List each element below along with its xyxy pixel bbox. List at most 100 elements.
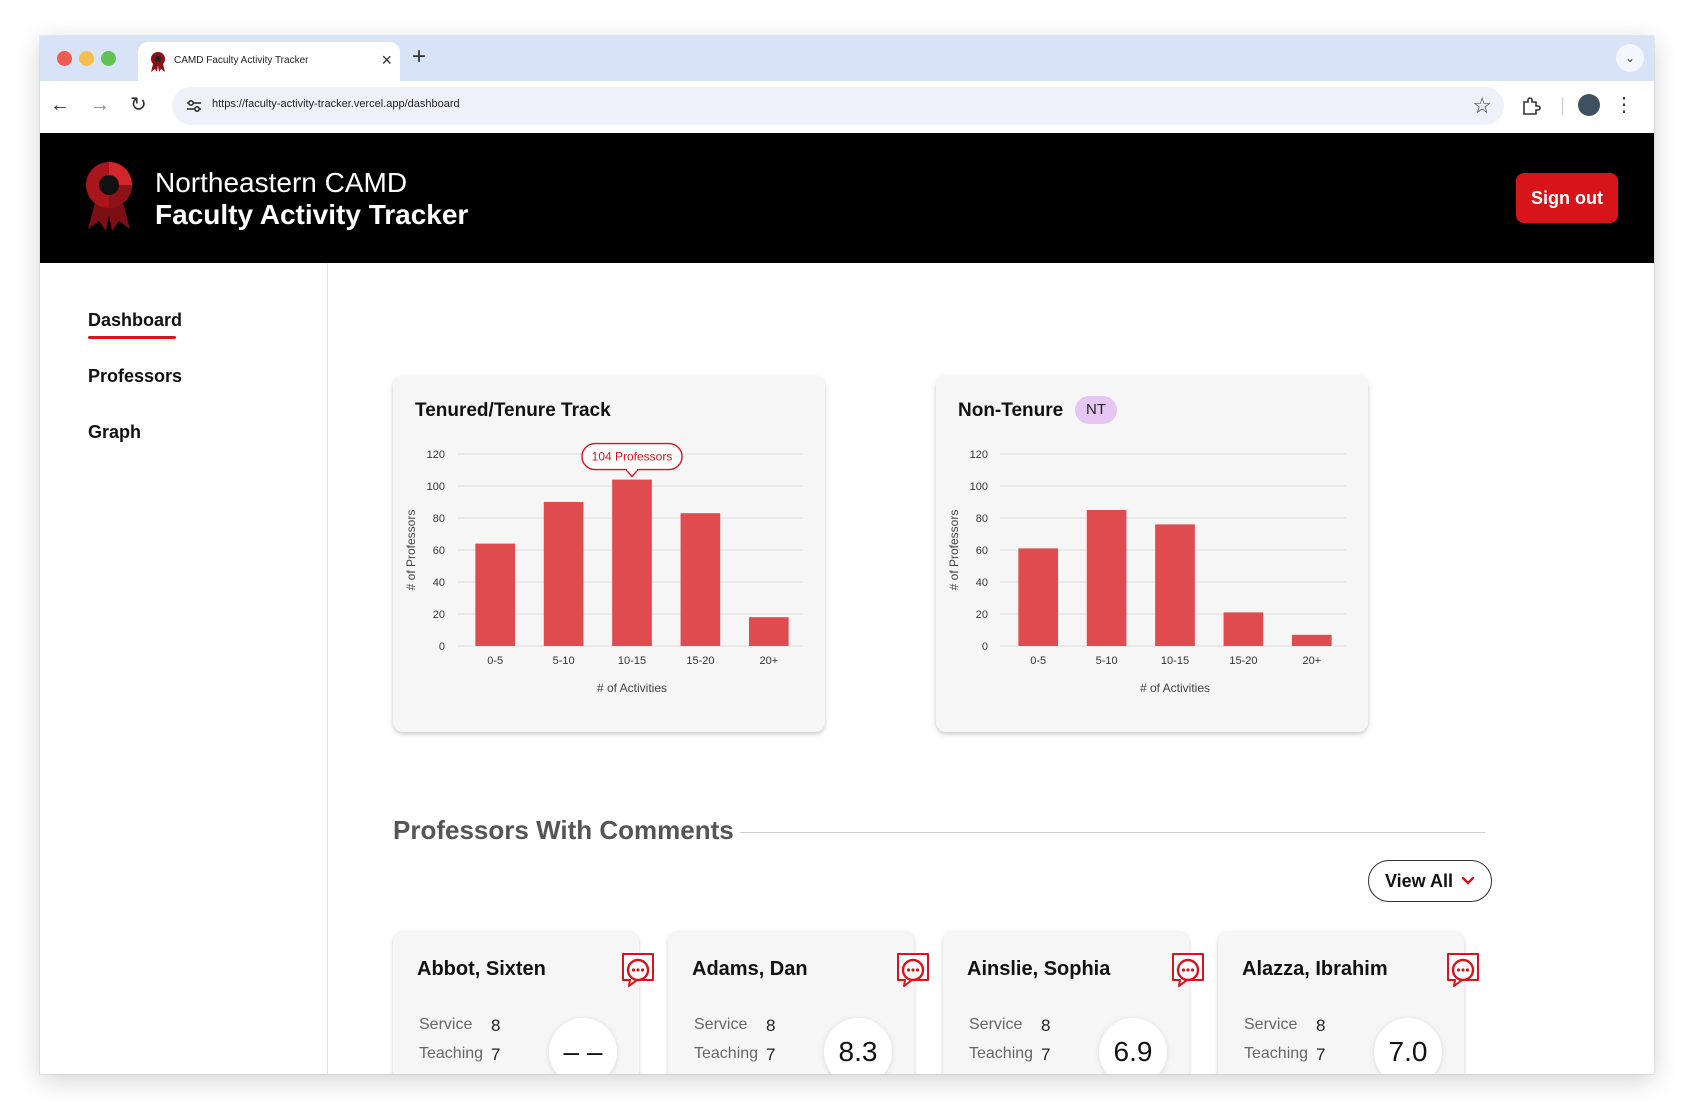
nt-badge: NT xyxy=(1075,396,1117,424)
bar xyxy=(612,479,652,646)
bookmark-star-icon[interactable]: ☆ xyxy=(1472,93,1492,118)
tab-search-chevron-icon[interactable]: ⌄ xyxy=(1616,44,1644,72)
y-tick-label: 60 xyxy=(433,545,445,557)
y-tick-label: 0 xyxy=(982,641,988,653)
x-tick-label: 5-10 xyxy=(553,655,575,667)
professor-name: Abbot, Sixten xyxy=(417,958,546,980)
active-nav-indicator xyxy=(88,336,176,339)
close-window-button[interactable] xyxy=(57,51,72,66)
tenured-bar-chart: 0 20 40 60 80 100 120 0-5 5-10 10-15 104 Professor… xyxy=(404,442,803,695)
service-label: Service xyxy=(969,1016,1023,1033)
teaching-value: 7 xyxy=(766,1045,776,1064)
y-axis-label: # of Professors xyxy=(947,510,961,591)
bar xyxy=(475,543,516,646)
score-badge: – – xyxy=(549,1018,617,1074)
profile-avatar[interactable] xyxy=(1578,94,1600,116)
brand-title-line1: Northeastern CAMD xyxy=(155,167,408,198)
app-header: Northeastern CAMD Faculty Activity Track… xyxy=(40,133,1654,263)
professor-card[interactable]: Abbot, Sixten Service 8 Teaching 7 – – xyxy=(393,932,654,1074)
close-tab-icon[interactable]: × xyxy=(381,50,392,70)
url-text: https://faculty-activity-tracker.vercel.… xyxy=(212,98,460,110)
bar xyxy=(1291,634,1332,646)
professor-card[interactable]: Alazza, Ibrahim Service 8 Teaching 7 7.0 xyxy=(1218,932,1479,1074)
comment-bubble-icon[interactable] xyxy=(1444,950,1482,988)
service-value: 8 xyxy=(766,1016,776,1035)
site-settings-icon[interactable] xyxy=(184,96,204,116)
browser-tab[interactable]: CAMD Faculty Activity Tracker × xyxy=(138,42,400,81)
back-arrow-icon[interactable]: ← xyxy=(50,94,70,116)
y-tick-label: 120 xyxy=(970,449,988,461)
y-tick-label: 40 xyxy=(433,577,445,589)
sidebar-item-professors[interactable]: Professors xyxy=(88,366,183,386)
professor-card[interactable]: Ainslie, Sophia Service 8 Teaching 7 6.9 xyxy=(943,932,1204,1074)
ribbon-logo-icon xyxy=(86,162,132,231)
x-tick-label: 15-20 xyxy=(686,655,714,667)
sidebar-nav: Dashboard Professors Graph xyxy=(40,263,328,1074)
teaching-label: Teaching xyxy=(419,1045,484,1062)
score-badge: 8.3 xyxy=(824,1018,892,1074)
x-axis-label: # of Activities xyxy=(1140,681,1210,695)
forward-arrow-icon[interactable]: → xyxy=(90,94,110,116)
x-tick-label: 10-15 xyxy=(618,655,646,667)
x-tick-label: 0-5 xyxy=(487,655,503,667)
y-tick-label: 100 xyxy=(970,481,988,493)
view-all-button[interactable]: View All xyxy=(1368,860,1492,902)
y-tick-label: 100 xyxy=(427,481,445,493)
view-all-label: View All xyxy=(1384,870,1454,891)
y-tick-label: 120 xyxy=(427,449,445,461)
x-tick-label: 5-10 xyxy=(1096,655,1118,667)
y-tick-label: 20 xyxy=(976,609,988,621)
tenured-chart-card: 0 20 40 60 80 100 120 0-5 5-10 10-15 104 Professor… xyxy=(393,376,825,732)
teaching-value: 7 xyxy=(1316,1045,1326,1064)
teaching-value: 7 xyxy=(491,1045,501,1064)
tooltip-text: 104 Professors xyxy=(592,450,673,464)
service-label: Service xyxy=(419,1016,473,1033)
score-badge: 7.0 xyxy=(1374,1018,1442,1074)
teaching-label: Teaching xyxy=(694,1045,759,1062)
comment-bubble-icon[interactable] xyxy=(619,950,657,988)
service-value: 8 xyxy=(1316,1016,1326,1035)
sidebar-item-dashboard[interactable]: Dashboard xyxy=(88,310,183,330)
nontenure-chart-title: Non-Tenure xyxy=(958,400,1064,421)
toolbar-divider xyxy=(1562,97,1563,115)
professor-name: Ainslie, Sophia xyxy=(967,958,1111,980)
brand-title-line2: Faculty Activity Tracker xyxy=(155,199,469,230)
professor-name: Alazza, Ibrahim xyxy=(1242,958,1388,980)
teaching-label: Teaching xyxy=(969,1045,1034,1062)
y-axis-label: # of Professors xyxy=(404,510,418,591)
address-bar[interactable]: https://faculty-activity-tracker.vercel.… xyxy=(172,87,1504,125)
reload-icon[interactable]: ↻ xyxy=(130,94,147,116)
x-axis-label: # of Activities xyxy=(597,681,667,695)
sign-out-button[interactable]: Sign out xyxy=(1516,173,1618,223)
tab-bar: CAMD Faculty Activity Tracker × + ⌄ xyxy=(40,36,1654,81)
y-tick-label: 80 xyxy=(433,513,445,525)
y-tick-label: 80 xyxy=(976,513,988,525)
extensions-puzzle-icon[interactable] xyxy=(1520,95,1542,117)
browser-toolbar: ← → ↻ https://faculty-activity-tracker.v… xyxy=(40,81,1654,133)
nontenure-bar-chart: 0 20 40 60 80 100 120 0-5 5-10 10-15 15-20 20+ # of … xyxy=(947,449,1346,695)
tab-title: CAMD Faculty Activity Tracker xyxy=(174,55,309,66)
service-value: 8 xyxy=(491,1016,501,1035)
browser-window: CAMD Faculty Activity Tracker × + ⌄ ← → … xyxy=(40,36,1654,1074)
new-tab-icon[interactable]: + xyxy=(412,43,427,70)
comment-bubble-icon[interactable] xyxy=(1169,950,1207,988)
x-tick-label: 0-5 xyxy=(1030,655,1046,667)
sidebar-item-graph[interactable]: Graph xyxy=(88,422,142,442)
nontenure-chart-card: 0 20 40 60 80 100 120 0-5 5-10 10-15 15-20 20+ # of … xyxy=(936,376,1368,732)
service-label: Service xyxy=(1244,1016,1298,1033)
score-badge: 6.9 xyxy=(1099,1018,1167,1074)
x-tick-label: 10-15 xyxy=(1161,655,1189,667)
more-menu-icon[interactable]: ⋮ xyxy=(1614,94,1634,116)
bar xyxy=(1155,524,1195,646)
comment-bubble-icon[interactable] xyxy=(894,950,932,988)
section-divider xyxy=(740,832,1485,833)
comments-section-title: Professors With Comments xyxy=(393,815,734,845)
x-tick-label: 20+ xyxy=(759,655,778,667)
teaching-value: 7 xyxy=(1041,1045,1051,1064)
maximize-window-button[interactable] xyxy=(101,51,116,66)
x-tick-label: 15-20 xyxy=(1229,655,1257,667)
professor-card[interactable]: Adams, Dan Service 8 Teaching 7 8.3 xyxy=(668,932,929,1074)
minimize-window-button[interactable] xyxy=(79,51,94,66)
y-tick-label: 0 xyxy=(439,641,445,653)
y-tick-label: 40 xyxy=(976,577,988,589)
